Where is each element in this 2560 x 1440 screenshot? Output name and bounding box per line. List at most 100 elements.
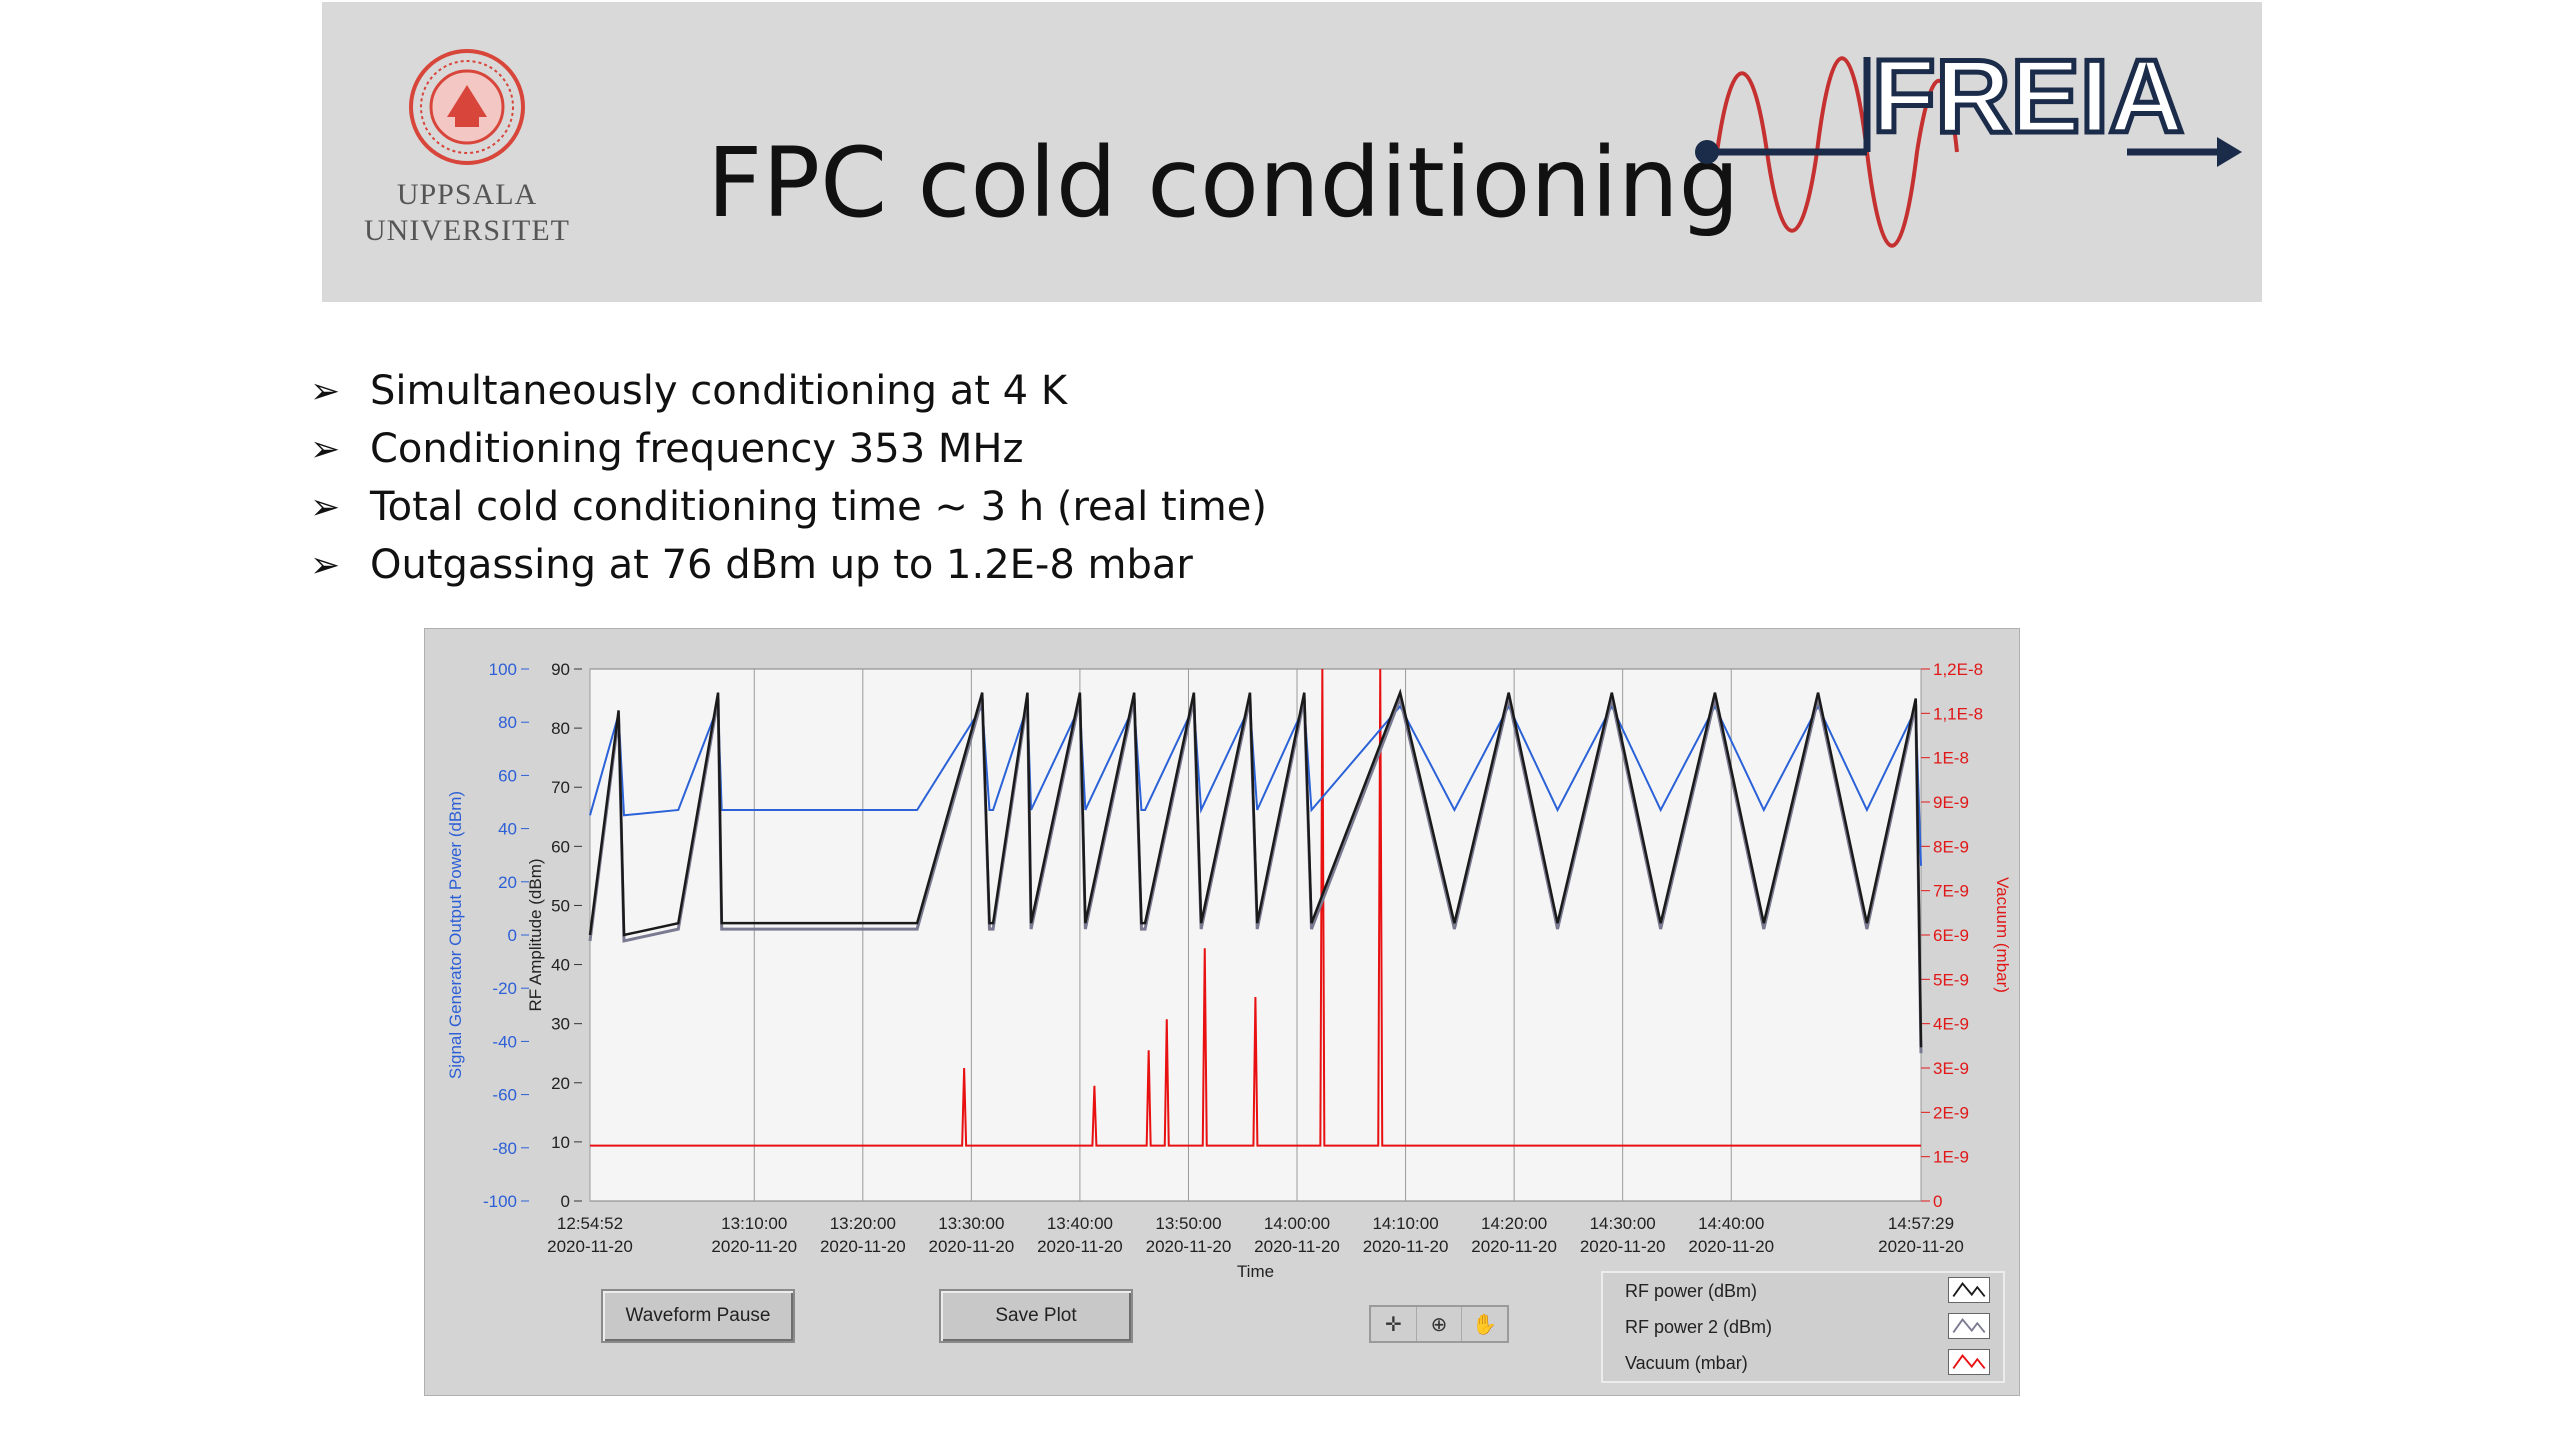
y-right-tick-label: 6E-9: [1933, 926, 1969, 945]
crosshair-icon[interactable]: ✛: [1371, 1307, 1417, 1341]
y-outer-tick-label: 80: [498, 713, 517, 732]
x-tick-date: 2020-11-20: [1146, 1237, 1232, 1256]
x-tick-date: 2020-11-20: [711, 1237, 797, 1256]
university-name: UPPSALA UNIVERSITET: [362, 177, 572, 249]
y-right-tick-label: 2E-9: [1933, 1103, 1969, 1122]
x-tick-label: 14:00:00: [1264, 1214, 1330, 1233]
arrow-bullet-icon: ➢: [310, 486, 341, 528]
arrow-bullet-icon: ➢: [310, 370, 341, 412]
y-inner-tick-label: 50: [551, 896, 570, 915]
x-tick-label: 13:50:00: [1155, 1214, 1221, 1233]
x-tick-label: 14:10:00: [1372, 1214, 1438, 1233]
x-tick-label: 14:40:00: [1698, 1214, 1764, 1233]
bullet-text: Simultaneously conditioning at 4 K: [370, 368, 1068, 414]
y-right-tick-label: 3E-9: [1933, 1059, 1969, 1078]
pan-hand-icon[interactable]: ✋: [1472, 1313, 1498, 1336]
x-tick-label: 13:10:00: [721, 1214, 787, 1233]
graph-palette: ✛ ⊕ ✋: [1369, 1305, 1509, 1343]
y-inner-tick-label: 40: [551, 956, 570, 975]
y-inner-tick-label: 30: [551, 1015, 570, 1034]
plot-legend: RF power (dBm) RF power 2 (dBm) Vacuum (…: [1601, 1271, 2005, 1383]
x-tick-label: 13:20:00: [830, 1214, 896, 1233]
y-right-tick-label: 1,1E-8: [1933, 704, 1983, 723]
legend-label: RF power 2 (dBm): [1625, 1316, 1773, 1337]
x-tick-label: 13:40:00: [1047, 1214, 1113, 1233]
x-tick-date: 2020-11-20: [820, 1237, 906, 1256]
legend-swatch-icon: [1948, 1277, 1990, 1303]
x-tick-date: 2020-11-20: [1878, 1237, 1964, 1256]
y-inner-tick-label: 10: [551, 1133, 570, 1152]
legend-swatch-icon: [1948, 1313, 1990, 1339]
bullet-text: Conditioning frequency 353 MHz: [370, 426, 1024, 472]
y-right-tick-label: 1E-9: [1933, 1148, 1969, 1167]
x-tick-label: 14:20:00: [1481, 1214, 1547, 1233]
legend-label: Vacuum (mbar): [1625, 1352, 1748, 1373]
bullet-text: Total cold conditioning time ~ 3 h (real…: [370, 484, 1267, 530]
y-right-axis-title: Vacuum (mbar): [1993, 877, 2012, 993]
y-right-tick-label: 4E-9: [1933, 1015, 1969, 1034]
y-outer-tick-label: 100: [489, 660, 517, 679]
y-right-tick-label: 5E-9: [1933, 970, 1969, 989]
y-outer-axis-title: Signal Generator Output Power (dBm): [446, 791, 465, 1079]
y-right-tick-label: 9E-9: [1933, 793, 1969, 812]
waveform-pause-button[interactable]: Waveform Pause: [601, 1289, 795, 1343]
x-tick-date: 2020-11-20: [1254, 1237, 1340, 1256]
y-outer-tick-label: 60: [498, 766, 517, 785]
legend-label: RF power (dBm): [1625, 1280, 1758, 1301]
vacuum-series: [590, 668, 1921, 1147]
y-outer-tick-label: -20: [492, 979, 517, 998]
bullet-item: ➢ Total cold conditioning time ~ 3 h (rea…: [310, 478, 1267, 536]
rf-power-series: [588, 688, 1923, 1048]
x-axis-title: Time: [1237, 1262, 1274, 1281]
y-inner-tick-label: 70: [551, 778, 570, 797]
y-outer-tick-label: 0: [508, 926, 517, 945]
university-line-2: UNIVERSITET: [364, 214, 570, 247]
y-right-tick-label: 0: [1933, 1192, 1942, 1211]
y-inner-axis-title: RF Amplitude (dBm): [526, 858, 545, 1011]
x-tick-label: 12:54:52: [557, 1214, 623, 1233]
y-inner-tick-label: 80: [551, 719, 570, 738]
y-outer-tick-label: -60: [492, 1086, 517, 1105]
x-tick-date: 2020-11-20: [929, 1237, 1015, 1256]
uppsala-seal-icon: [409, 49, 525, 165]
slide-title: FPC cold conditioning: [707, 127, 1740, 239]
legend-item[interactable]: Vacuum (mbar): [1603, 1345, 2003, 1381]
bullet-item: ➢ Conditioning frequency 353 MHz: [310, 420, 1267, 478]
y-inner-tick-label: 20: [551, 1074, 570, 1093]
x-tick-date: 2020-11-20: [1580, 1237, 1666, 1256]
x-tick-label: 13:30:00: [938, 1214, 1004, 1233]
freia-logo: FREIA: [1695, 37, 2242, 248]
y-inner-tick-label: 60: [551, 837, 570, 856]
x-tick-date: 2020-11-20: [1471, 1237, 1557, 1256]
legend-swatch-icon: [1948, 1349, 1990, 1375]
title-banner: UPPSALA UNIVERSITET FPC cold conditionin…: [322, 2, 2262, 302]
y-inner-tick-label: 90: [551, 660, 570, 679]
y-right-tick-label: 7E-9: [1933, 882, 1969, 901]
arrow-bullet-icon: ➢: [310, 428, 341, 470]
bullet-item: ➢ Simultaneously conditioning at 4 K: [310, 362, 1267, 420]
y-right-tick-label: 8E-9: [1933, 837, 1969, 856]
y-right-tick-label: 1,2E-8: [1933, 660, 1983, 679]
x-tick-date: 2020-11-20: [1688, 1237, 1774, 1256]
y-inner-tick-label: 0: [561, 1192, 570, 1211]
save-plot-button[interactable]: Save Plot: [939, 1289, 1133, 1343]
zoom-icon[interactable]: ⊕: [1417, 1307, 1463, 1341]
bullet-text: Outgassing at 76 dBm up to 1.2E-8 mbar: [370, 542, 1193, 588]
bullet-list: ➢ Simultaneously conditioning at 4 K ➢ Con…: [310, 362, 1267, 594]
university-line-1: UPPSALA: [396, 178, 538, 211]
legend-item[interactable]: RF power (dBm): [1603, 1273, 2003, 1309]
legend-item[interactable]: RF power 2 (dBm): [1603, 1309, 2003, 1345]
x-tick-date: 2020-11-20: [1037, 1237, 1123, 1256]
y-outer-tick-label: -80: [492, 1139, 517, 1158]
labview-chart-panel: 12:54:52 2020-11-20 13:10:00 2020-11-20 13:2…: [424, 628, 2020, 1396]
bullet-item: ➢ Outgassing at 76 dBm up to 1.2E-8 mbar: [310, 536, 1267, 594]
y-outer-tick-label: 40: [498, 820, 517, 839]
x-tick-label: 14:30:00: [1590, 1214, 1656, 1233]
waveform-chart[interactable]: 12:54:52 2020-11-20 13:10:00 2020-11-20 13:2…: [425, 629, 2021, 1397]
plot-area: [589, 668, 1922, 1202]
y-outer-tick-label: 20: [498, 873, 517, 892]
arrow-bullet-icon: ➢: [310, 544, 341, 586]
x-tick-date: 2020-11-20: [547, 1237, 633, 1256]
y-outer-tick-label: -100: [483, 1192, 517, 1211]
y-right-tick-label: 1E-8: [1933, 749, 1969, 768]
